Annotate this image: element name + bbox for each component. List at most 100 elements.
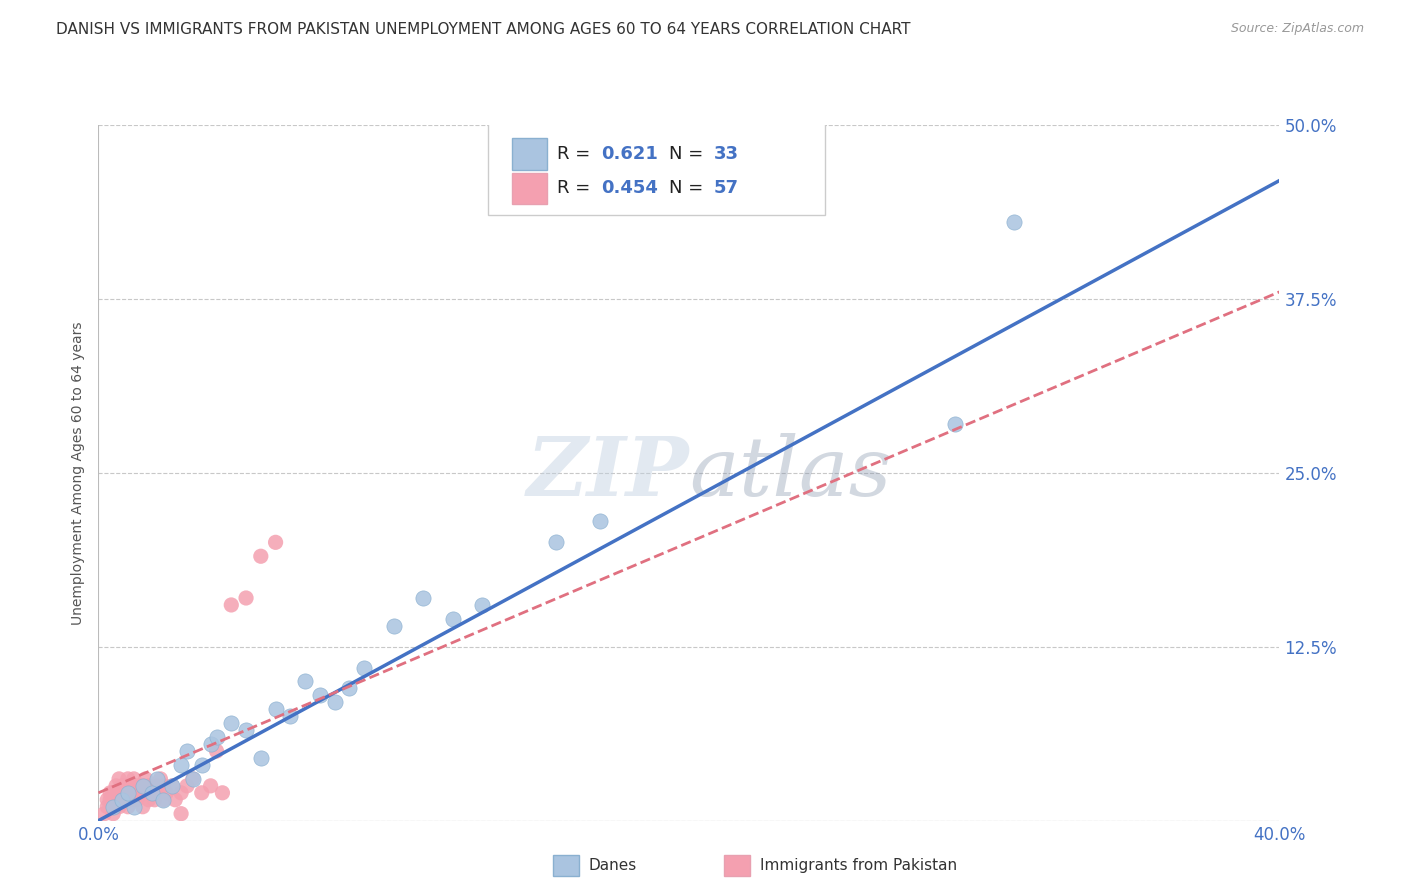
Point (141, 786, 163, 800)
Point (165, 793, 187, 807)
Text: 0.621: 0.621 (602, 145, 658, 163)
Text: N =: N = (669, 145, 709, 163)
Point (943, 417, 966, 431)
Point (264, 702, 287, 716)
Point (235, 723, 257, 738)
Text: Source: ZipAtlas.com: Source: ZipAtlas.com (1230, 22, 1364, 36)
Point (111, 793, 134, 807)
Point (103, 799, 125, 814)
Point (93, 806, 115, 821)
Point (1002, 215, 1025, 229)
Point (105, 779, 128, 793)
Point (114, 793, 136, 807)
Point (441, 612, 464, 626)
Point (122, 786, 145, 800)
Point (382, 619, 405, 633)
Point (146, 772, 169, 786)
Point (181, 772, 204, 786)
Point (132, 779, 155, 793)
Point (96, 799, 118, 814)
Point (250, 549, 273, 564)
Text: R =: R = (557, 145, 596, 163)
Point (120, 779, 142, 793)
Text: 57: 57 (714, 179, 738, 197)
Text: 0.454: 0.454 (602, 179, 658, 197)
Point (235, 591, 257, 605)
Point (108, 799, 131, 814)
Point (105, 799, 128, 814)
Point (132, 799, 155, 814)
Y-axis label: Unemployment Among Ages 60 to 64 years: Unemployment Among Ages 60 to 64 years (70, 321, 84, 624)
Point (98, 786, 121, 800)
Point (176, 779, 198, 793)
Point (211, 786, 233, 800)
Point (132, 779, 155, 793)
Point (544, 535, 567, 549)
FancyBboxPatch shape (488, 121, 825, 215)
Point (191, 758, 214, 772)
Point (200, 779, 222, 793)
Text: N =: N = (669, 179, 709, 197)
Point (98, 793, 121, 807)
Point (120, 793, 142, 807)
Text: Danes: Danes (589, 858, 637, 873)
Point (170, 758, 193, 772)
Point (125, 779, 148, 793)
Point (309, 689, 332, 703)
Text: atlas: atlas (689, 433, 891, 513)
Text: ZIP: ZIP (526, 433, 689, 513)
Point (105, 793, 128, 807)
Point (294, 674, 316, 689)
Point (117, 786, 139, 800)
Point (278, 709, 302, 723)
Point (176, 744, 198, 758)
Point (155, 786, 177, 800)
Point (471, 598, 494, 612)
Point (108, 793, 131, 807)
Point (103, 799, 125, 814)
Point (125, 793, 148, 807)
Point (103, 806, 125, 821)
Point (200, 737, 222, 751)
Point (143, 793, 166, 807)
Point (135, 772, 157, 786)
Point (412, 591, 434, 605)
Point (149, 772, 172, 786)
Text: R =: R = (557, 179, 596, 197)
Point (138, 779, 160, 793)
Point (108, 772, 131, 786)
Point (111, 786, 134, 800)
Point (589, 515, 612, 529)
Point (114, 779, 136, 793)
Point (152, 779, 174, 793)
Text: DANISH VS IMMIGRANTS FROM PAKISTAN UNEMPLOYMENT AMONG AGES 60 TO 64 YEARS CORREL: DANISH VS IMMIGRANTS FROM PAKISTAN UNEMP… (56, 22, 911, 37)
Point (117, 772, 139, 786)
Point (162, 779, 183, 793)
FancyBboxPatch shape (724, 855, 751, 876)
Point (205, 730, 228, 744)
Point (353, 660, 375, 674)
Point (111, 779, 134, 793)
Point (117, 799, 139, 814)
Point (170, 786, 193, 800)
FancyBboxPatch shape (512, 138, 547, 169)
Point (117, 786, 139, 800)
Point (138, 793, 160, 807)
Point (122, 799, 145, 814)
Point (219, 598, 242, 612)
Point (128, 786, 150, 800)
Point (337, 681, 360, 696)
Point (152, 793, 174, 807)
Point (122, 772, 145, 786)
Point (219, 716, 242, 731)
Point (191, 786, 214, 800)
Point (135, 786, 157, 800)
Point (152, 793, 174, 807)
Point (205, 744, 228, 758)
Point (170, 806, 193, 821)
Text: 33: 33 (714, 145, 738, 163)
FancyBboxPatch shape (553, 855, 579, 876)
Point (162, 779, 183, 793)
FancyBboxPatch shape (512, 173, 547, 204)
Point (181, 772, 204, 786)
